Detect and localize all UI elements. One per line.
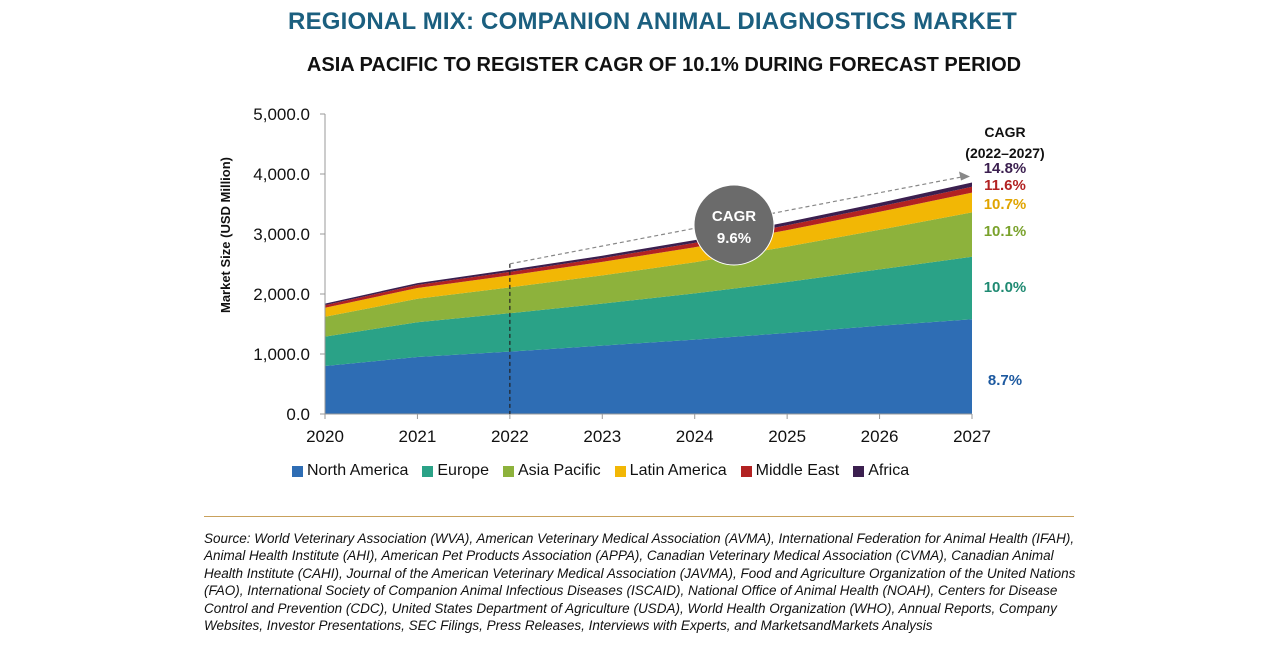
- legend-item-europe: Europe: [422, 462, 489, 480]
- source-note: Source: World Veterinary Association (WV…: [204, 531, 1076, 634]
- legend-swatch: [614, 465, 626, 477]
- area-latin-america: [325, 192, 972, 317]
- area-africa: [325, 182, 972, 306]
- x-tick-label: 2022: [491, 427, 529, 446]
- x-tick-label: 2023: [583, 427, 621, 446]
- x-tick-label: 2025: [768, 427, 806, 446]
- x-tick-label: 2024: [676, 427, 714, 446]
- legend-item-latin-america: Latin America: [614, 462, 727, 480]
- chart-subtitle: ASIA PACIFIC TO REGISTER CAGR OF 10.1% D…: [306, 54, 1022, 76]
- chart-title: REGIONAL MIX: COMPANION ANIMAL DIAGNOSTI…: [288, 8, 1017, 35]
- cagr-bubble-value: 9.6%: [717, 230, 751, 247]
- cagr-label-africa: 14.8%: [984, 160, 1027, 177]
- legend-swatch: [422, 465, 434, 477]
- legend-label: Europe: [437, 462, 489, 479]
- chart-legend: North America Europe Asia Pacific Latin …: [292, 462, 909, 480]
- legend-label: Africa: [868, 462, 910, 479]
- y-tick-label: 1,000.0: [253, 345, 310, 364]
- legend-swatch: [740, 465, 752, 477]
- y-tick-label: 0.0: [286, 405, 310, 424]
- cagr-bubble: [693, 184, 775, 266]
- cagr-label-north-america: 8.7%: [988, 372, 1022, 389]
- cagr-header: CAGR: [984, 124, 1025, 140]
- y-axis-label: Market Size (USD Million): [218, 157, 233, 313]
- area-middle-east: [325, 186, 972, 308]
- x-tick-label: 2027: [953, 427, 991, 446]
- area-asia-pacific: [325, 212, 972, 337]
- source-divider: [204, 516, 1074, 517]
- legend-swatch: [502, 465, 514, 477]
- y-tick-label: 2,000.0: [253, 285, 310, 304]
- y-tick-label: 4,000.0: [253, 165, 310, 184]
- cagr-label-europe: 10.0%: [984, 279, 1027, 296]
- legend-label: Middle East: [755, 462, 840, 479]
- stacked-area-chart: 0.0 1,000.0 2,000.0 3,000.0 4,000.0 5,000.0 20…: [218, 105, 1045, 446]
- legend-item-asia-pacific: Asia Pacific: [502, 462, 601, 480]
- x-tick-label: 2021: [399, 427, 437, 446]
- legend-swatch: [853, 465, 865, 477]
- legend-label: Latin America: [629, 462, 727, 479]
- y-tick-label: 3,000.0: [253, 225, 310, 244]
- y-tick-label: 5,000.0: [253, 105, 310, 124]
- area-europe: [325, 256, 972, 366]
- legend-item-middle-east: Middle East: [740, 462, 840, 480]
- cagr-trend-arrowhead: [959, 171, 970, 181]
- legend-swatch: [292, 465, 303, 477]
- cagr-bubble-label: CAGR: [712, 208, 756, 225]
- cagr-label-asia-pacific: 10.1%: [984, 223, 1027, 240]
- cagr-label-latin-america: 10.7%: [984, 196, 1027, 213]
- cagr-period: (2022–2027): [965, 145, 1044, 161]
- legend-item-africa: Africa: [853, 462, 909, 480]
- cagr-label-middle-east: 11.6%: [984, 177, 1026, 194]
- x-tick-label: 2026: [861, 427, 899, 446]
- legend-item-north-america: North America: [292, 462, 408, 480]
- x-tick-label: 2020: [306, 427, 344, 446]
- legend-label: Asia Pacific: [517, 462, 601, 479]
- area-north-america: [325, 319, 972, 414]
- legend-label: North America: [307, 462, 409, 479]
